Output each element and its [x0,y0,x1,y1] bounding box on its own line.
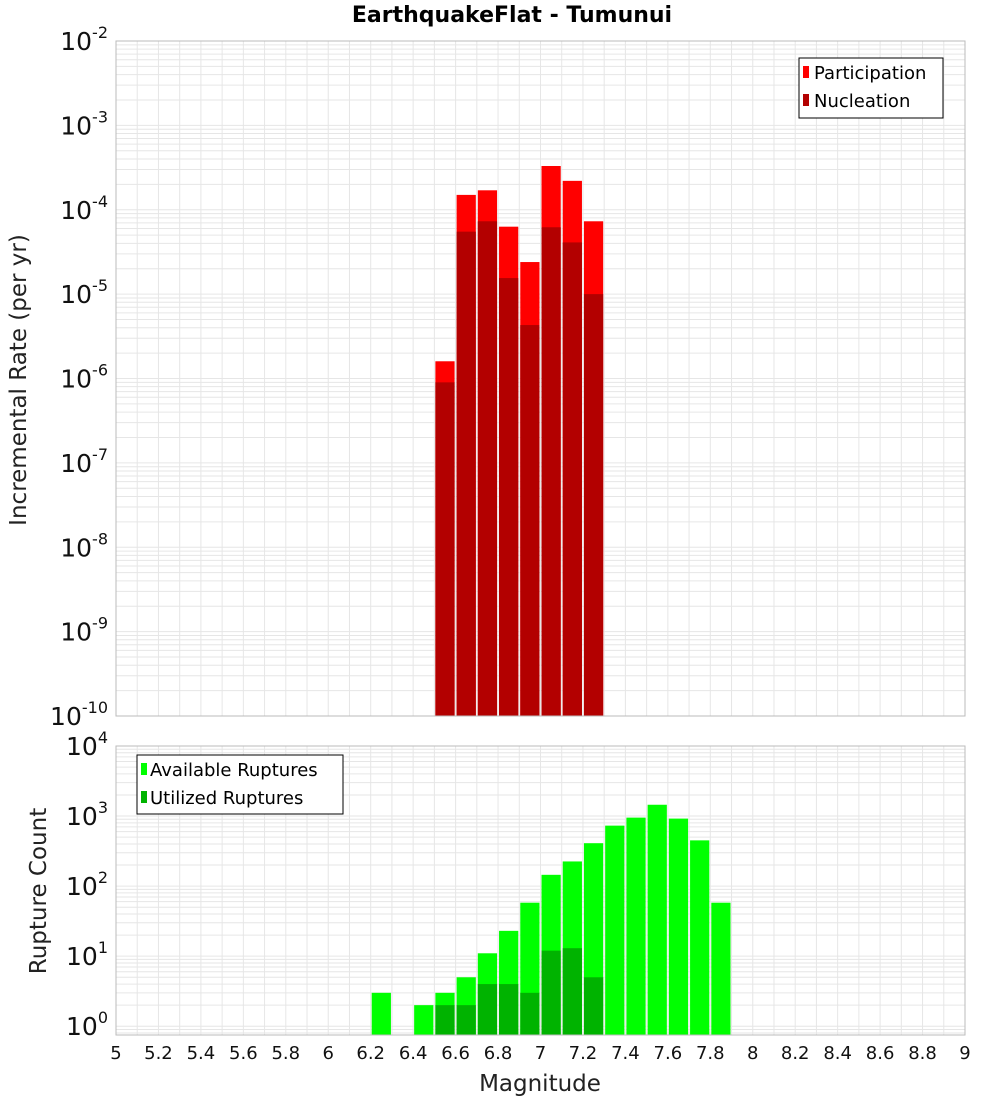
y-tick-label: 10-9 [60,614,108,647]
legend-label-available: Available Ruptures [150,760,318,781]
x-tick-label: 7 [535,1043,546,1064]
top-legend-box [798,57,944,119]
x-tick-label: 7.4 [611,1043,640,1064]
legend-label-nucleation: Nucleation [814,91,910,112]
x-tick-label: 8.6 [866,1043,895,1064]
x-tick-label: 8.8 [908,1043,937,1064]
y-tick-label: 102 [66,868,108,901]
utilized-ruptures-bar [541,950,561,1035]
x-tick-label: 8.4 [823,1043,852,1064]
bottom-plot-frame [115,745,966,1036]
top-grid [115,40,966,717]
x-tick-label: 5.2 [144,1043,173,1064]
available-ruptures-bar [668,818,689,1035]
top-y-axis-label: Incremental Rate (per yr) [6,234,32,526]
nucleation-bar [477,221,498,716]
bottom-y-tick-labels: 100 101 102 103 104 [66,728,108,1041]
y-tick-label: 100 [66,1008,108,1041]
legend-swatch-participation [803,66,809,78]
y-tick-label: 10-3 [60,107,108,140]
x-tick-label: 5.8 [271,1043,300,1064]
x-tick-label: 7.8 [696,1043,725,1064]
bottom-bars [371,804,731,1035]
x-axis-label: Magnitude [479,1071,601,1097]
nucleation-bar [435,382,455,716]
utilized-ruptures-bar [477,984,498,1035]
top-y-tick-labels: 10-10 10-9 10-8 10-7 10-6 10-5 10-4 10-3 10-2 [50,23,108,731]
legend-label-participation: Participation [814,63,926,84]
y-tick-label: 10-10 [50,698,108,731]
x-tick-label: 8 [747,1043,758,1064]
x-tick-label: 6.6 [441,1043,470,1064]
utilized-ruptures-bar [499,984,519,1035]
legend-swatch-utilized [141,791,147,803]
available-ruptures-bar [626,817,646,1035]
available-ruptures-bar [414,1005,434,1035]
x-tick-label: 6.8 [484,1043,513,1064]
top-panel: 10-10 10-9 10-8 10-7 10-6 10-5 10-4 10-3 10-2 In… [6,23,966,731]
bottom-y-axis-label: Rupture Count [26,808,52,974]
x-tick-label: 6 [323,1043,334,1064]
y-tick-label: 10-4 [60,192,108,225]
utilized-ruptures-bar [583,977,604,1035]
x-tick-label: 8.2 [781,1043,810,1064]
y-tick-label: 10-7 [60,445,108,478]
y-tick-label: 104 [66,728,108,761]
y-tick-label: 10-6 [60,361,108,394]
y-tick-label: 103 [66,798,108,831]
available-ruptures-bar [711,902,731,1035]
legend-swatch-nucleation [803,94,809,106]
x-tick-label: 6.4 [399,1043,428,1064]
available-ruptures-bar [605,825,625,1035]
utilized-ruptures-bar [520,992,540,1035]
utilized-ruptures-bar [435,1005,455,1035]
top-bars [435,166,604,717]
available-ruptures-bar [371,992,391,1035]
nucleation-bar [541,227,561,716]
bottom-panel: 100 101 102 103 104 Rupture Count Available … [26,728,966,1041]
utilized-ruptures-bar [456,1005,476,1035]
legend-label-utilized: Utilized Ruptures [150,788,303,809]
nucleation-bar [583,294,604,716]
y-tick-label: 10-5 [60,276,108,309]
x-tick-label: 7.2 [569,1043,598,1064]
chart-title: EarthquakeFlat - Tumunui [352,3,672,28]
available-ruptures-bar [690,840,710,1035]
x-tick-labels: 5 5.2 5.4 5.6 5.8 6 6.2 6.4 6.6 6.8 7 7.2 7.4 7.6 7.8 8… [110,1043,970,1064]
x-tick-label: 5 [110,1043,121,1064]
top-plot-frame [115,40,966,717]
y-tick-label: 101 [66,938,108,971]
x-tick-label: 9 [959,1043,970,1064]
nucleation-bar [520,325,540,716]
x-tick-label: 7.6 [654,1043,683,1064]
available-ruptures-bar [647,804,667,1035]
top-legend: Participation Nucleation [798,57,944,119]
x-tick-label: 5.4 [187,1043,216,1064]
y-tick-label: 10-8 [60,529,108,562]
bottom-legend: Available Ruptures Utilized Ruptures [136,754,344,815]
x-tick-label: 6.2 [356,1043,385,1064]
nucleation-bar [562,242,582,716]
nucleation-bar [456,231,476,716]
legend-swatch-available [141,763,147,775]
nucleation-bar [499,278,519,716]
bottom-legend-box [136,754,344,815]
x-tick-label: 5.6 [229,1043,258,1064]
utilized-ruptures-bar [562,948,582,1035]
y-tick-label: 10-2 [60,23,108,56]
